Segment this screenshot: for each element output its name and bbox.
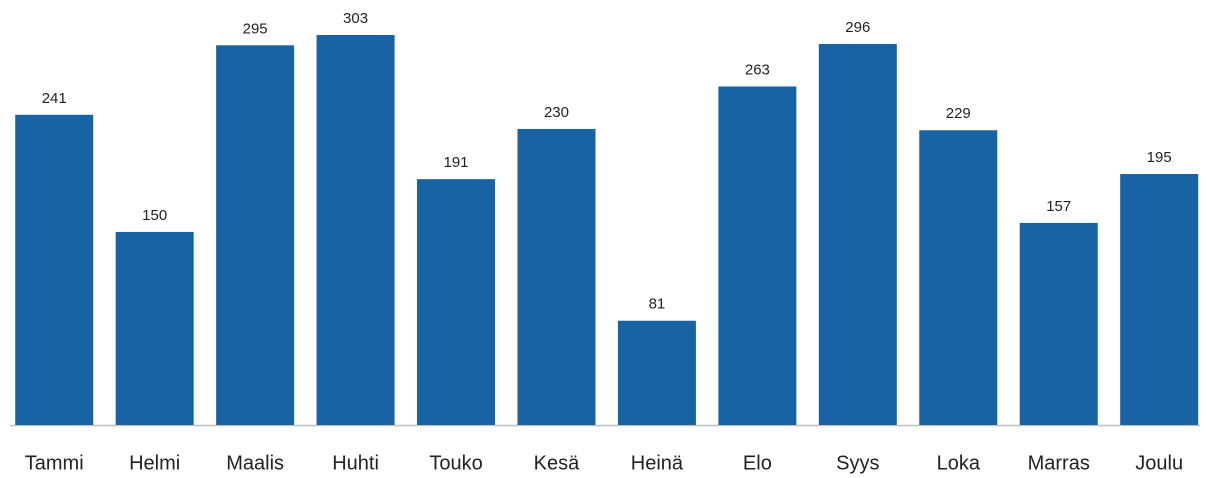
bar xyxy=(1120,174,1199,425)
x-tick-label: Touko xyxy=(429,452,482,474)
value-label: 296 xyxy=(845,19,870,36)
bar xyxy=(1019,222,1098,425)
bar xyxy=(718,86,797,426)
x-tick-label: Syys xyxy=(836,452,879,474)
bar xyxy=(818,44,897,426)
x-tick-label: Huhti xyxy=(332,452,379,474)
x-tick-label: Maalis xyxy=(226,452,284,474)
x-tick-label: Heinä xyxy=(631,452,684,474)
bar xyxy=(216,45,295,426)
value-label: 191 xyxy=(444,154,469,171)
x-tick-label: Helmi xyxy=(129,452,180,474)
value-label: 263 xyxy=(745,61,770,78)
bar xyxy=(115,231,194,425)
bar xyxy=(417,179,496,425)
value-label: 229 xyxy=(946,105,971,122)
x-tick-label: Marras xyxy=(1028,452,1090,474)
x-tick-label: Joulu xyxy=(1135,452,1183,474)
value-label: 241 xyxy=(42,90,67,107)
x-tick-label: Elo xyxy=(743,452,772,474)
bar xyxy=(919,130,998,425)
value-label: 230 xyxy=(544,104,569,121)
x-tick-label: Tammi xyxy=(25,452,84,474)
value-label: 195 xyxy=(1147,149,1172,166)
value-label: 157 xyxy=(1046,198,1071,215)
bar xyxy=(617,320,696,425)
bar xyxy=(316,35,395,425)
x-tick-label: Kesä xyxy=(534,452,580,474)
value-label: 150 xyxy=(142,207,167,224)
bar xyxy=(517,128,596,426)
bar xyxy=(15,114,94,426)
x-tick-label: Loka xyxy=(937,452,981,474)
value-label: 295 xyxy=(243,20,268,37)
value-label: 303 xyxy=(343,10,368,27)
value-label: 81 xyxy=(649,296,666,313)
